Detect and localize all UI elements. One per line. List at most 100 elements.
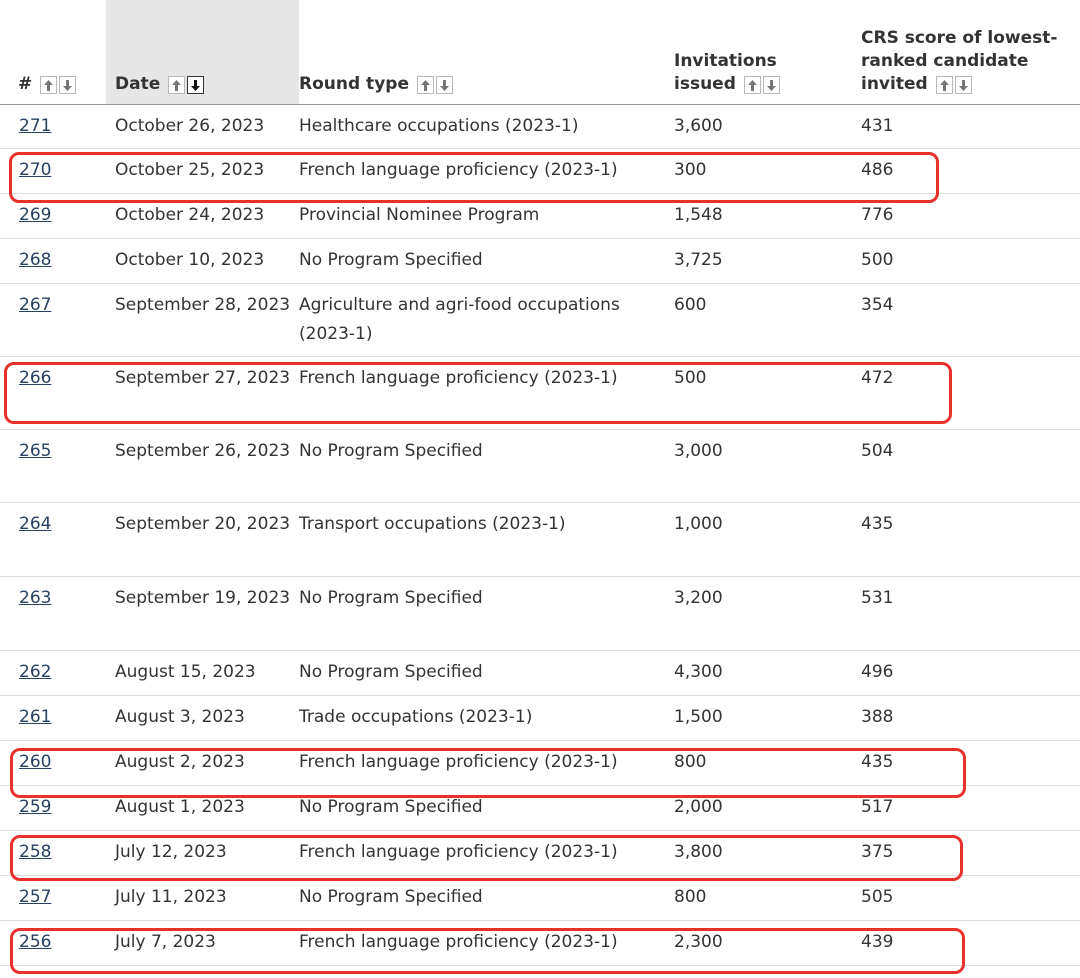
round-date: August 2, 2023: [115, 751, 245, 772]
round-type: No Program Specified: [299, 886, 483, 907]
sort-descending-icon[interactable]: [762, 76, 780, 94]
round-number-link[interactable]: 257: [19, 886, 52, 907]
table-cell: 505: [861, 875, 1080, 921]
table-row: 267 September 28, 2023 Agriculture and agr…: [0, 283, 1080, 357]
sort-ascending-icon[interactable]: [168, 76, 186, 94]
crs-score: 388: [861, 706, 894, 727]
table-cell: Agriculture and agri-food occupations (2…: [299, 283, 674, 357]
table-cell: 435: [861, 502, 1080, 577]
sort-ascending-icon[interactable]: [743, 76, 761, 94]
table-cell: 431: [861, 104, 1080, 149]
table-cell: 800: [674, 740, 861, 786]
table-cell: 486: [861, 148, 1080, 194]
crs-score: 517: [861, 796, 894, 817]
table-cell: No Program Specified: [299, 429, 674, 503]
round-number-link[interactable]: 268: [19, 249, 52, 270]
table-cell: Healthcare occupations (2023-1): [299, 104, 674, 149]
invitations-issued: 300: [674, 159, 707, 180]
round-date: July 7, 2023: [115, 931, 216, 952]
table-cell: 3,600: [674, 104, 861, 149]
table-cell: 261: [0, 695, 106, 741]
round-number-link[interactable]: 270: [19, 159, 52, 180]
table-row: 261 August 3, 2023 Trade occupations (2023…: [0, 695, 1080, 741]
round-type: Transport occupations (2023-1): [299, 513, 566, 534]
table-row: 269 October 24, 2023 Provincial Nominee Pr…: [0, 193, 1080, 239]
invitations-issued: 3,800: [674, 841, 723, 862]
round-number-link[interactable]: 266: [19, 367, 52, 388]
table-row: 271 October 26, 2023 Healthcare occupation…: [0, 104, 1080, 149]
table-cell: French language proficiency (2023-1): [299, 356, 674, 430]
table-cell: 1,500: [674, 695, 861, 741]
round-number-link[interactable]: 260: [19, 751, 52, 772]
table-cell: 375: [861, 830, 1080, 876]
table-row: 258 July 12, 2023 French language proficie…: [0, 830, 1080, 876]
table-cell: July 7, 2023: [106, 920, 299, 966]
sort-ascending-icon[interactable]: [40, 76, 58, 94]
round-number-link[interactable]: 267: [19, 294, 52, 315]
round-type: French language proficiency (2023-1): [299, 931, 618, 952]
round-type: French language proficiency (2023-1): [299, 841, 618, 862]
table-cell: 256: [0, 920, 106, 966]
sort-descending-icon[interactable]: [59, 76, 77, 94]
invitations-issued: 800: [674, 751, 707, 772]
table-cell: 517: [861, 785, 1080, 831]
round-number-link[interactable]: 262: [19, 661, 52, 682]
invitations-issued: 2,300: [674, 931, 723, 952]
sort-ascending-icon[interactable]: [935, 76, 953, 94]
table-cell: 496: [861, 650, 1080, 696]
invitations-issued: 3,200: [674, 587, 723, 608]
round-number-link[interactable]: 261: [19, 706, 52, 727]
table-cell: 265: [0, 429, 106, 503]
sort-controls: [168, 76, 205, 94]
crs-score: 776: [861, 204, 894, 225]
sort-controls: [40, 76, 77, 94]
table-cell: Transport occupations (2023-1): [299, 502, 674, 577]
round-number-link[interactable]: 264: [19, 513, 52, 534]
round-number-link[interactable]: 265: [19, 440, 52, 461]
table-cell: No Program Specified: [299, 576, 674, 651]
round-number-link[interactable]: 258: [19, 841, 52, 862]
column-header-invitations-label-line1: Invitations: [674, 50, 777, 71]
round-type: Healthcare occupations (2023-1): [299, 115, 579, 136]
column-header-number-label: #: [18, 73, 33, 94]
table-cell: August 1, 2023: [106, 785, 299, 831]
round-number-link[interactable]: 269: [19, 204, 52, 225]
sort-descending-icon[interactable]: [954, 76, 972, 94]
sort-ascending-icon[interactable]: [416, 76, 434, 94]
column-header-crs-score: CRS score of lowest- ranked candidate in…: [861, 0, 1080, 105]
invitations-issued: 800: [674, 886, 707, 907]
round-type: No Program Specified: [299, 249, 483, 270]
round-number-link[interactable]: 256: [19, 931, 52, 952]
round-date: October 10, 2023: [115, 249, 265, 270]
round-number-link[interactable]: 271: [19, 115, 52, 136]
invitations-issued: 500: [674, 367, 707, 388]
invitations-issued: 2,000: [674, 796, 723, 817]
table-cell: July 11, 2023: [106, 875, 299, 921]
crs-score: 435: [861, 751, 894, 772]
invitations-issued: 1,500: [674, 706, 723, 727]
table-cell: 3,200: [674, 576, 861, 651]
crs-score: 531: [861, 587, 894, 608]
round-number-link[interactable]: 263: [19, 587, 52, 608]
table-cell: French language proficiency (2023-1): [299, 920, 674, 966]
table-cell: September 26, 2023: [106, 429, 299, 503]
table-cell: 257: [0, 875, 106, 921]
sort-descending-icon[interactable]: [187, 76, 205, 94]
table-cell: October 25, 2023: [106, 148, 299, 194]
table-cell: 4,300: [674, 650, 861, 696]
column-header-number: #: [0, 0, 106, 105]
column-header-invitations-label-line2: issued: [674, 73, 736, 94]
invitations-issued: 1,548: [674, 204, 723, 225]
sort-descending-icon[interactable]: [435, 76, 453, 94]
table-row: 263 September 19, 2023 No Program Specifie…: [0, 576, 1080, 651]
table-cell: August 3, 2023: [106, 695, 299, 741]
table-row: 266 September 27, 2023 French language pro…: [0, 356, 1080, 430]
table-cell: 3,725: [674, 238, 861, 284]
round-type: No Program Specified: [299, 661, 483, 682]
table-cell: No Program Specified: [299, 238, 674, 284]
table-cell: October 26, 2023: [106, 104, 299, 149]
round-number-link[interactable]: 259: [19, 796, 52, 817]
round-date: September 20, 2023: [115, 513, 291, 534]
table-cell: 3,000: [674, 429, 861, 503]
table-cell: 800: [674, 875, 861, 921]
